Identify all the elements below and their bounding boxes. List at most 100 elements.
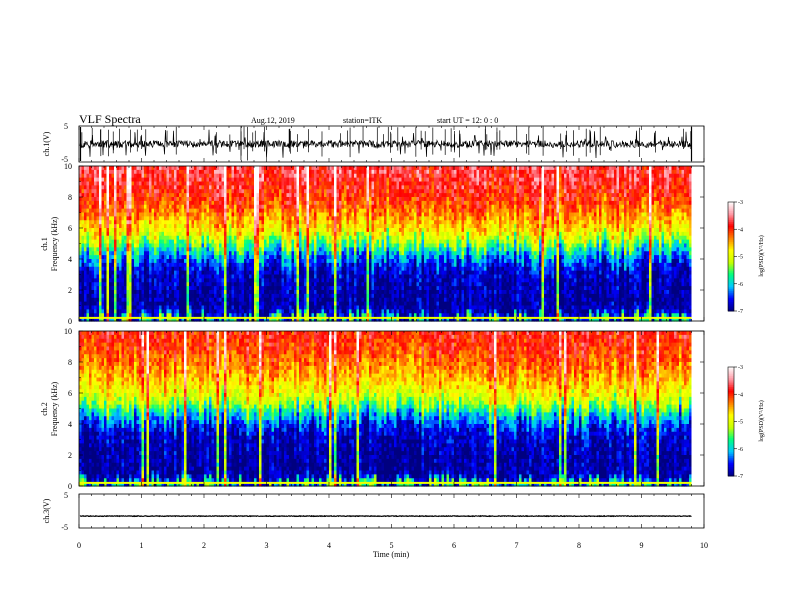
ch1-spectrogram-cell — [84, 282, 88, 287]
ch1-spectrogram-cell — [121, 177, 125, 183]
ch1-spectrogram-cell — [369, 239, 373, 245]
ch1-spectrogram-cell — [101, 204, 105, 210]
ch1-spectrogram-cell — [356, 255, 360, 260]
ch1-spectrogram-cell — [256, 239, 260, 245]
ch1-spectrogram-cell — [309, 255, 313, 260]
ch1-spectrogram-cell — [199, 220, 203, 225]
ch1-spectrogram-cell — [314, 208, 318, 214]
ch1-spectrogram-cell — [131, 204, 135, 210]
ch1-spectrogram-cell — [274, 282, 278, 287]
ch1-spectrogram-cell — [299, 193, 303, 198]
ch1-spectrogram-cell — [326, 169, 330, 175]
ch1-spectrogram-cell — [94, 189, 98, 194]
ch1-spectrogram-cell — [361, 243, 365, 248]
ch1-spectrogram-cell — [331, 305, 335, 310]
ch1-spectrogram-cell — [249, 231, 253, 237]
ch1-spectrogram-cell — [84, 293, 88, 299]
ch1-spectrogram-cell — [176, 235, 180, 241]
ch1-spectrogram-cell — [191, 185, 195, 190]
ch1-spectrogram-cell — [86, 301, 90, 307]
ch1-spectrogram-cell — [179, 251, 183, 256]
ch1-spectrogram-cell — [259, 247, 263, 252]
ch1-spectrogram-cell — [141, 216, 145, 221]
ch1-spectrogram-cell — [319, 301, 323, 307]
ch1-spectrogram-cell — [84, 247, 88, 252]
ch1-spectrogram-cell — [244, 231, 248, 237]
ch1-spectrogram-cell — [159, 208, 163, 214]
ch1-spectrogram-cell — [349, 251, 353, 256]
ch1-spectrogram-cell — [336, 278, 340, 283]
ch1-spectrogram-cell — [116, 309, 120, 314]
ch1-spectrogram-cell — [301, 274, 305, 279]
ch1-spectrogram-cell — [304, 243, 308, 248]
ch1-spectrogram-cell — [331, 243, 335, 248]
ch1-spectrogram-cell — [281, 251, 285, 256]
ch1-spectrogram-cell — [289, 228, 293, 233]
ch1-spectrogram-cell — [136, 185, 140, 190]
ch1-spectrogram-cell — [191, 290, 195, 295]
ch1-spectrogram-cell — [271, 297, 275, 303]
ch1-spectrogram-cell — [136, 274, 140, 279]
ch1-spectrogram-cell — [259, 208, 263, 214]
ch1-spectrogram-cell — [231, 317, 235, 322]
ch1-spectrogram-cell — [306, 204, 310, 210]
ch1-spectrogram-cell — [294, 274, 298, 279]
ch1-spectrogram-cell — [141, 173, 145, 179]
ch1-spectrogram-cell — [314, 185, 318, 190]
ch1-spectrogram-cell — [351, 200, 355, 206]
ch1-spectrogram-cell — [304, 274, 308, 279]
ch1-spectrogram-cell — [84, 255, 88, 260]
ch1-spectrogram-cell — [351, 251, 355, 256]
ch1-spectrogram-cell — [129, 274, 133, 279]
ch1-spectrogram-cell — [226, 220, 230, 225]
ch1-spectrogram-cell — [296, 181, 300, 186]
ch1-spectrogram-cell — [89, 290, 93, 295]
ch1-spectrogram-cell — [271, 177, 275, 183]
ch1-spectrogram-cell — [131, 266, 135, 272]
ch1-spectrogram-cell — [301, 181, 305, 186]
ch1-spectrogram-cell — [84, 290, 88, 295]
ch1-spectrogram-cell — [309, 270, 313, 276]
ch1-spectrogram-cell — [189, 297, 193, 303]
ch1-spectrogram-cell — [371, 274, 375, 279]
ch1-spectrogram-cell — [359, 301, 363, 307]
ch1-spectrogram-cell — [209, 208, 213, 214]
ch1-spectrogram-cell — [256, 262, 260, 268]
ch1-spectrogram-cell — [171, 290, 175, 295]
ch1-spectrogram-cell — [336, 274, 340, 279]
ch1-spectrogram-cell — [224, 228, 228, 233]
ch1-spectrogram-cell — [99, 262, 103, 268]
ch1-spectrogram-cell — [174, 197, 178, 202]
ch1-spectrogram-cell — [369, 255, 373, 260]
ch1-spectrogram-cell — [324, 270, 328, 276]
ch1-spectrogram-cell — [81, 278, 85, 283]
ch1-spectrogram-cell — [374, 317, 378, 322]
ch1-spectrogram-cell — [124, 301, 128, 307]
ch1-spectrogram-cell — [174, 247, 178, 252]
ch1-spectrogram-cell — [111, 189, 115, 194]
ch1-spectrogram-cell — [311, 255, 315, 260]
ch1-spectrogram-cell — [239, 243, 243, 248]
ch1-spectrogram-cell — [116, 266, 120, 272]
ch1-spectrogram-cell — [231, 251, 235, 256]
ch1-spectrogram-cell — [116, 243, 120, 248]
ch1-spectrogram-cell — [104, 185, 108, 190]
ch1-spectrogram-cell — [129, 270, 133, 276]
ch1-spectrogram-cell — [161, 274, 165, 279]
ch1-spectrogram-cell — [186, 220, 190, 225]
ch1-spectrogram-cell — [94, 216, 98, 221]
ch1-spectrogram-cell — [194, 169, 198, 175]
ch1-spectrogram-cell — [81, 259, 85, 264]
ch1-spectrogram-cell — [104, 317, 108, 322]
ch1-spectrogram-cell — [136, 305, 140, 310]
ch1-spectrogram-cell — [289, 282, 293, 287]
ch1-spectrogram-cell — [331, 239, 335, 245]
ch1-spectrogram-cell — [284, 282, 288, 287]
ch1-spectrogram-cell — [266, 317, 270, 322]
ch1-spectrogram-cell — [334, 193, 338, 198]
ch1-spectrogram-cell — [186, 297, 190, 303]
ch1-spectrogram-cell — [359, 297, 363, 303]
ch1-spectrogram-cell — [314, 317, 318, 322]
ch1-spectrogram-cell — [251, 286, 255, 291]
ch1-spectrogram-cell — [119, 239, 123, 245]
